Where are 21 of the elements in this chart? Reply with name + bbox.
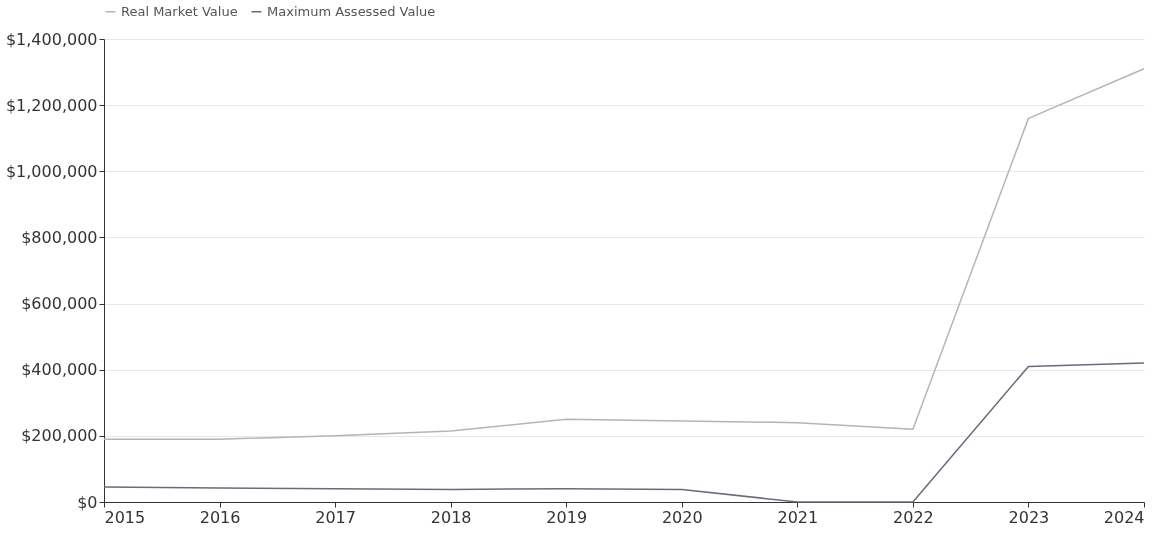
legend-label: Maximum Assessed Value	[267, 3, 436, 19]
x-tick-label: 2023	[1008, 507, 1050, 527]
x-tick-label: 2022	[893, 507, 934, 527]
x-tick-label: 2019	[546, 507, 588, 527]
y-tick-label: $600,000	[21, 294, 98, 314]
y-tick-label: $1,200,000	[5, 95, 98, 115]
x-tick-label: 2021	[777, 507, 819, 527]
x-tick-label: 2015	[104, 507, 146, 527]
x-tick-label: 2017	[315, 507, 356, 527]
line-series	[103, 68, 1145, 440]
y-tick-label: $0	[77, 492, 98, 512]
x-tick-label: 2024	[1103, 507, 1145, 527]
legend-label: Real Market Value	[121, 3, 238, 19]
x-tick-label: 2018	[430, 507, 472, 527]
x-tick-label: 2020	[661, 507, 703, 527]
x-tick-label: 2016	[199, 507, 241, 527]
y-tick-label: $200,000	[21, 426, 98, 446]
y-tick-label: $1,000,000	[5, 161, 98, 181]
y-tick-label: $800,000	[21, 227, 98, 247]
y-tick-label: $400,000	[21, 360, 98, 380]
y-tick-label: $1,400,000	[5, 29, 98, 49]
